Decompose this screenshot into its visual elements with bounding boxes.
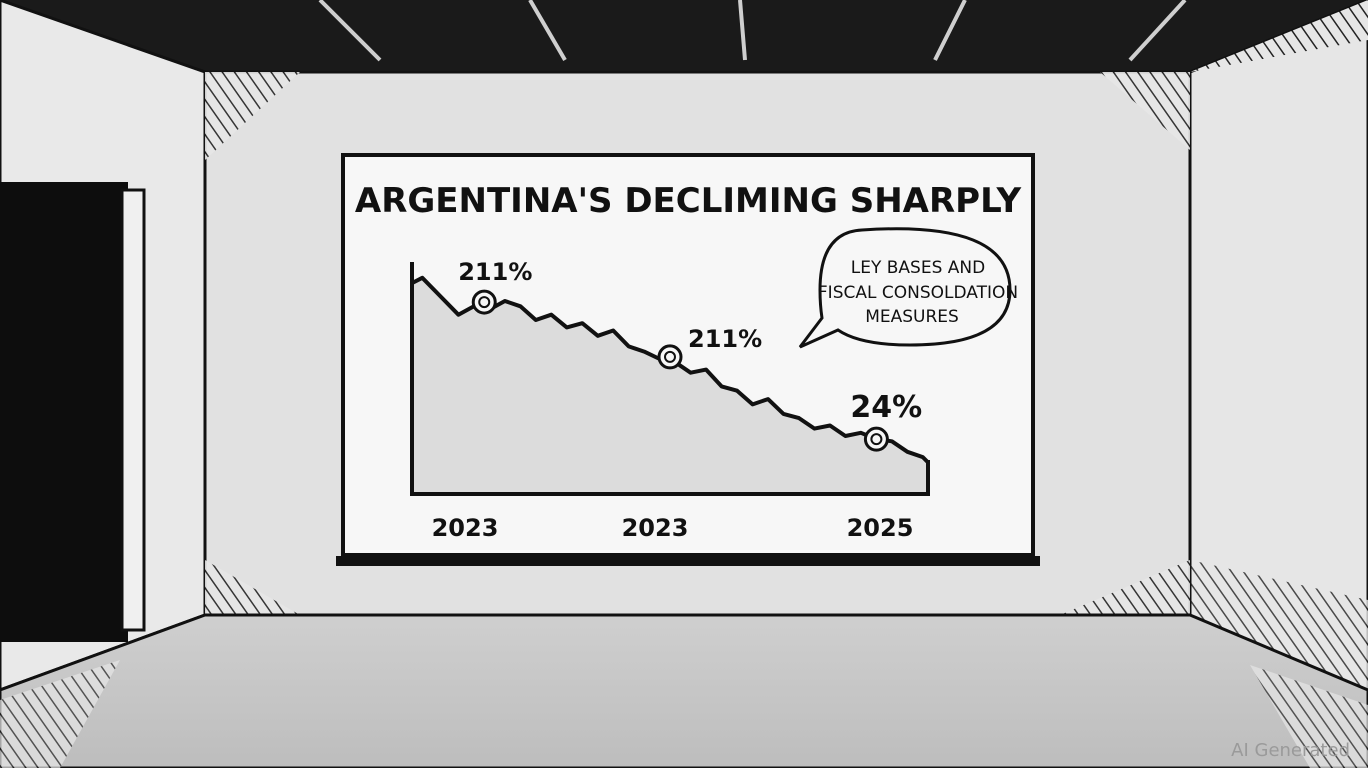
callout-bubble: LEY BASES AND FISCAL CONSOLDATION MEASUR… <box>798 227 1018 349</box>
x-tick-labels: 2023 2023 2025 <box>432 514 914 542</box>
data-label-3: 24% <box>850 390 922 425</box>
ceiling-beams <box>318 0 1187 62</box>
marker-3-inner <box>870 433 883 446</box>
back-wall-hatching-left <box>205 72 300 160</box>
floor-hatching-left <box>0 660 120 768</box>
watermark: AI Generated <box>1231 740 1350 761</box>
back-wall-hatching-right <box>1100 72 1190 150</box>
back-wall-hatching-bottom-left <box>205 560 300 615</box>
marker-1-inner <box>478 296 491 309</box>
callout-line-2: FISCAL CONSOLDATION <box>818 283 1018 303</box>
chart-area-fill <box>412 277 928 494</box>
door-frame <box>120 188 146 632</box>
marker-2-inner <box>664 350 676 363</box>
floor-hatching-right <box>1250 665 1368 768</box>
x-tick-label-3: 2025 <box>847 514 914 542</box>
whiteboard-ledge <box>336 556 1040 566</box>
chart-title: ARGENTINA'S DECLIMING SHARPLY <box>355 181 1022 221</box>
marker-3 <box>863 426 889 452</box>
right-wall-hatching-bottom <box>1190 560 1368 700</box>
doorway <box>0 182 128 642</box>
data-label-2: 211% <box>688 325 762 353</box>
chart: 211% 211% 24% 2023 2023 2025 <box>410 258 930 542</box>
ceiling <box>0 0 1368 72</box>
floor <box>0 613 1368 768</box>
right-wall-hatching <box>1190 0 1368 72</box>
callout-line-3: MEASURES <box>865 307 959 327</box>
callout-shape <box>798 227 1012 349</box>
marker-1 <box>471 289 497 315</box>
data-label-1: 211% <box>458 258 532 286</box>
chart-markers: 211% 211% 24% <box>458 258 922 452</box>
x-tick-label-1: 2023 <box>432 514 499 542</box>
marker-2 <box>657 344 683 370</box>
callout-line-1: LEY BASES AND <box>851 258 985 278</box>
x-tick-label-2: 2023 <box>622 514 689 542</box>
back-wall-hatching-bottom-right <box>1060 560 1190 615</box>
